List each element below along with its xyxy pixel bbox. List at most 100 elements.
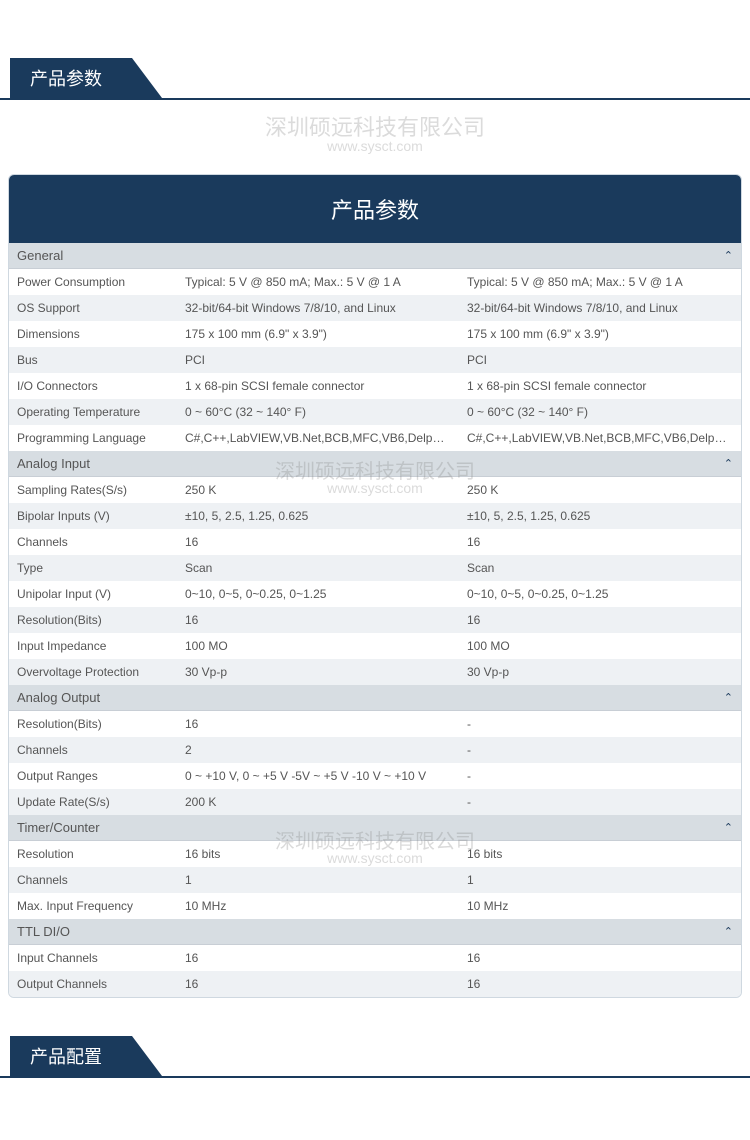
- spec-value-2: -: [459, 737, 741, 763]
- group-body: Input Channels1616Output Channels1616: [9, 945, 741, 997]
- section-header-config: 产品配置: [0, 1038, 750, 1078]
- group-header[interactable]: General⌃: [9, 243, 741, 269]
- spec-value-1: 10 MHz: [177, 893, 459, 919]
- spec-value-1: Typical: 5 V @ 850 mA; Max.: 5 V @ 1 A: [177, 269, 459, 295]
- spec-value-2: 0~10, 0~5, 0~0.25, 0~1.25: [459, 581, 741, 607]
- spec-value-1: PCI: [177, 347, 459, 373]
- section-header-text: 产品参数: [30, 65, 102, 91]
- watermark-top: 深圳硕远科技有限公司 www.sysct.com: [0, 110, 750, 154]
- spec-label: Channels: [9, 737, 177, 763]
- spec-label: Output Channels: [9, 971, 177, 997]
- spec-value-1: 0~10, 0~5, 0~0.25, 0~1.25: [177, 581, 459, 607]
- watermark-main: 深圳硕远科技有限公司: [0, 110, 750, 142]
- spec-table-container: 产品参数 General⌃Power ConsumptionTypical: 5…: [8, 174, 742, 998]
- spec-value-2: 16: [459, 971, 741, 997]
- spec-row: Max. Input Frequency10 MHz10 MHz: [9, 893, 741, 919]
- spec-label: Output Ranges: [9, 763, 177, 789]
- spec-value-2: -: [459, 763, 741, 789]
- spec-value-1: 0 ~ +10 V, 0 ~ +5 V -5V ~ +5 V -10 V ~ +…: [177, 763, 459, 789]
- spec-value-2: Scan: [459, 555, 741, 581]
- spec-label: Max. Input Frequency: [9, 893, 177, 919]
- spec-row: Programming LanguageC#,C++,LabVIEW,VB.Ne…: [9, 425, 741, 451]
- spec-value-1: ±10, 5, 2.5, 1.25, 0.625: [177, 503, 459, 529]
- chevron-up-icon: ⌃: [724, 821, 733, 834]
- spec-row: Operating Temperature0 ~ 60°C (32 ~ 140°…: [9, 399, 741, 425]
- spec-row: Overvoltage Protection30 Vp-p30 Vp-p: [9, 659, 741, 685]
- section-header-label: 产品配置: [10, 1036, 132, 1076]
- spec-value-1: 16: [177, 971, 459, 997]
- spec-label: Programming Language: [9, 425, 177, 451]
- spec-value-2: 0 ~ 60°C (32 ~ 140° F): [459, 399, 741, 425]
- section-header-params: 产品参数: [0, 60, 750, 100]
- group-header-label: Analog Input: [17, 456, 90, 471]
- spec-value-1: 0 ~ 60°C (32 ~ 140° F): [177, 399, 459, 425]
- spec-value-2: 1 x 68-pin SCSI female connector: [459, 373, 741, 399]
- spec-value-1: 100 MO: [177, 633, 459, 659]
- section-header-label: 产品参数: [10, 58, 132, 98]
- spec-label: Resolution: [9, 841, 177, 867]
- group-body: Resolution(Bits)16-Channels2-Output Rang…: [9, 711, 741, 815]
- spec-label: Overvoltage Protection: [9, 659, 177, 685]
- spec-label: Dimensions: [9, 321, 177, 347]
- spec-body: General⌃Power ConsumptionTypical: 5 V @ …: [9, 243, 741, 997]
- spec-row: I/O Connectors1 x 68-pin SCSI female con…: [9, 373, 741, 399]
- spec-value-1: 250 K: [177, 477, 459, 503]
- spec-value-1: 30 Vp-p: [177, 659, 459, 685]
- spec-row: Channels1616: [9, 529, 741, 555]
- spec-value-2: 100 MO: [459, 633, 741, 659]
- spec-value-2: ±10, 5, 2.5, 1.25, 0.625: [459, 503, 741, 529]
- spec-label: Bipolar Inputs (V): [9, 503, 177, 529]
- spec-row: Dimensions175 x 100 mm (6.9" x 3.9")175 …: [9, 321, 741, 347]
- spec-value-1: 2: [177, 737, 459, 763]
- group-header-label: General: [17, 248, 63, 263]
- group-header[interactable]: Analog Input ⌃: [9, 451, 741, 477]
- spec-value-2: -: [459, 711, 741, 737]
- spec-value-1: 16: [177, 945, 459, 971]
- spec-value-1: 16: [177, 529, 459, 555]
- spec-label: Resolution(Bits): [9, 711, 177, 737]
- spec-row: OS Support 32-bit/64-bit Windows 7/8/10, …: [9, 295, 741, 321]
- spec-value-2: C#,C++,LabVIEW,VB.Net,BCB,MFC,VB6,Delphi…: [459, 425, 741, 451]
- spec-label: I/O Connectors: [9, 373, 177, 399]
- spec-value-2: 16: [459, 607, 741, 633]
- spec-value-2: 16: [459, 529, 741, 555]
- spec-row: Resolution(Bits)16-: [9, 711, 741, 737]
- group-header[interactable]: Timer/Counter⌃: [9, 815, 741, 841]
- spec-value-2: 16 bits: [459, 841, 741, 867]
- group-header[interactable]: TTL DI/O⌃: [9, 919, 741, 945]
- group-header[interactable]: Analog Output⌃: [9, 685, 741, 711]
- spec-value-2: 250 K: [459, 477, 741, 503]
- spec-label: Operating Temperature: [9, 399, 177, 425]
- spec-label: Update Rate(S/s): [9, 789, 177, 815]
- spec-row: Update Rate(S/s)200 K-: [9, 789, 741, 815]
- spec-value-1: Scan: [177, 555, 459, 581]
- spec-row: Sampling Rates(S/s)250 K250 K: [9, 477, 741, 503]
- spec-value-1: 1 x 68-pin SCSI female connector: [177, 373, 459, 399]
- chevron-up-icon: ⌃: [724, 457, 733, 470]
- spec-value-1: 16 bits: [177, 841, 459, 867]
- spec-value-2: PCI: [459, 347, 741, 373]
- spec-label: Channels: [9, 867, 177, 893]
- spec-value-1: 16: [177, 711, 459, 737]
- spec-label: Input Impedance: [9, 633, 177, 659]
- spec-row: Resolution(Bits)1616: [9, 607, 741, 633]
- group-header-label: Analog Output: [17, 690, 100, 705]
- spec-title: 产品参数: [9, 175, 741, 243]
- spec-value-1: 16: [177, 607, 459, 633]
- group-body: Power ConsumptionTypical: 5 V @ 850 mA; …: [9, 269, 741, 451]
- spec-label: Sampling Rates(S/s): [9, 477, 177, 503]
- group-header-label: TTL DI/O: [17, 924, 70, 939]
- spec-value-2: Typical: 5 V @ 850 mA; Max.: 5 V @ 1 A: [459, 269, 741, 295]
- spec-row: Bipolar Inputs (V)±10, 5, 2.5, 1.25, 0.6…: [9, 503, 741, 529]
- spec-value-1: 200 K: [177, 789, 459, 815]
- spec-label: Channels: [9, 529, 177, 555]
- spec-label: OS Support: [9, 295, 177, 321]
- spec-label: Unipolar Input (V): [9, 581, 177, 607]
- spec-value-2: 30 Vp-p: [459, 659, 741, 685]
- spec-value-2: -: [459, 789, 741, 815]
- spec-row: Input Impedance100 MO100 MO: [9, 633, 741, 659]
- watermark-sub: www.sysct.com: [0, 138, 750, 154]
- spec-value-2: 32-bit/64-bit Windows 7/8/10, and Linux: [459, 295, 741, 321]
- spec-value-1: C#,C++,LabVIEW,VB.Net,BCB,MFC,VB6,Delphi…: [177, 425, 459, 451]
- spec-row: Channels11: [9, 867, 741, 893]
